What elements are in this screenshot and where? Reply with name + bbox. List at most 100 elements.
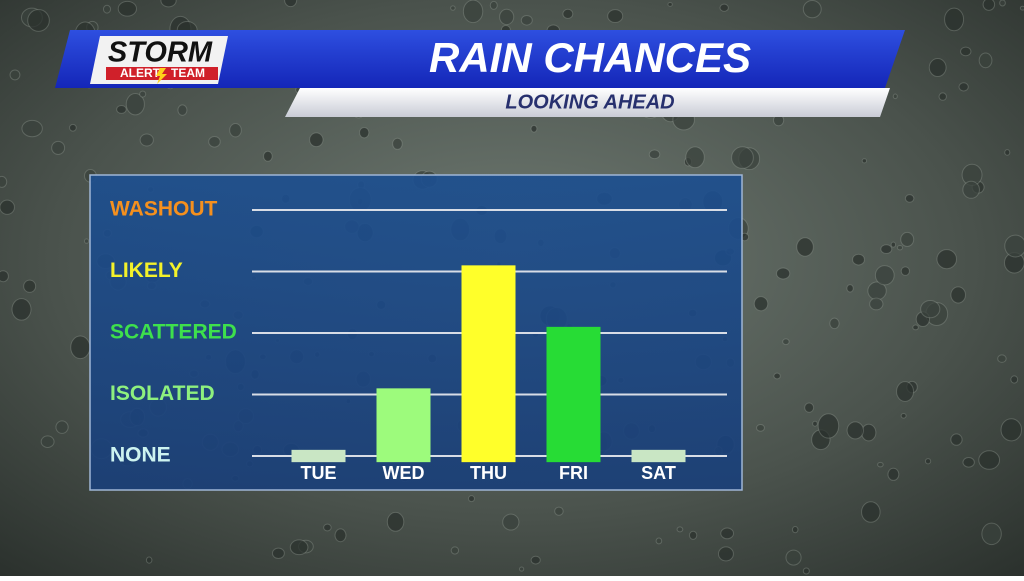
raindrop bbox=[869, 297, 884, 311]
raindrop bbox=[852, 253, 866, 266]
raindrop bbox=[796, 237, 814, 257]
raindrop bbox=[229, 122, 242, 138]
raindrop bbox=[309, 132, 324, 148]
raindrop bbox=[21, 119, 43, 138]
raindrop bbox=[125, 93, 145, 116]
raindrop bbox=[284, 0, 298, 8]
raindrop bbox=[717, 546, 734, 562]
raindrop bbox=[896, 381, 915, 402]
raindrop bbox=[51, 140, 66, 155]
raindrop bbox=[877, 461, 884, 468]
raindrop bbox=[950, 286, 966, 304]
x-tick-label: TUE bbox=[301, 463, 337, 483]
logo-right: TEAM bbox=[171, 66, 205, 80]
raindrop bbox=[655, 537, 663, 545]
title-banner bbox=[55, 30, 905, 88]
raindrop bbox=[753, 296, 769, 312]
raindrop bbox=[145, 556, 153, 564]
y-tick-label: WASHOUT bbox=[110, 198, 218, 221]
raindrop bbox=[817, 413, 840, 439]
raindrop bbox=[70, 335, 91, 360]
raindrop bbox=[978, 450, 1001, 470]
raindrop bbox=[562, 8, 574, 20]
raindrop bbox=[785, 549, 802, 566]
y-tick-label: ISOLATED bbox=[110, 382, 215, 405]
raindrop bbox=[720, 527, 735, 540]
bar bbox=[291, 449, 346, 463]
raindrop bbox=[1004, 234, 1024, 258]
raindrop bbox=[9, 69, 21, 81]
raindrop bbox=[900, 412, 907, 419]
logo-bolt bbox=[156, 68, 167, 84]
raindrop bbox=[117, 0, 137, 17]
raindrop bbox=[667, 2, 673, 7]
raindrop bbox=[773, 372, 781, 380]
raindrop bbox=[462, 0, 484, 24]
raindrop bbox=[518, 566, 525, 572]
raindrop bbox=[392, 137, 403, 150]
raindrop bbox=[791, 526, 799, 534]
raindrop bbox=[1004, 149, 1011, 156]
subtitle-strip bbox=[285, 88, 890, 117]
raindrop bbox=[880, 244, 893, 255]
raindrop bbox=[890, 241, 897, 248]
raindrop bbox=[116, 104, 127, 114]
raindrop bbox=[782, 338, 790, 346]
raindrop bbox=[999, 0, 1006, 7]
raindrop bbox=[520, 14, 533, 26]
raindrop bbox=[962, 457, 975, 468]
raindrop bbox=[289, 539, 309, 556]
raindrop bbox=[776, 267, 791, 280]
raindrop bbox=[177, 104, 188, 116]
raindrop bbox=[892, 93, 898, 100]
raindrop bbox=[1019, 5, 1024, 11]
raindrop bbox=[978, 52, 993, 69]
raindrop bbox=[499, 8, 515, 26]
raindrop bbox=[944, 7, 965, 32]
x-tick-label: WED bbox=[383, 463, 425, 483]
raindrop bbox=[607, 9, 624, 23]
raindrop bbox=[386, 511, 405, 532]
raindrop bbox=[887, 467, 900, 481]
raindrop bbox=[804, 402, 815, 413]
raindrop bbox=[962, 180, 980, 199]
raindrop bbox=[802, 0, 822, 19]
chart-title: RAIN CHANCES bbox=[429, 34, 751, 81]
raindrop bbox=[102, 4, 112, 14]
raindrop bbox=[554, 506, 564, 516]
raindrop bbox=[160, 0, 177, 8]
y-tick-label: NONE bbox=[110, 444, 171, 467]
raindrop bbox=[846, 284, 854, 293]
raindrop bbox=[1000, 418, 1023, 442]
raindrop bbox=[719, 3, 729, 12]
raindrop bbox=[861, 158, 868, 164]
bar bbox=[461, 265, 516, 463]
raindrop bbox=[27, 9, 50, 32]
raindrop bbox=[756, 423, 765, 432]
y-tick-label: LIKELY bbox=[110, 259, 183, 282]
raindrop bbox=[924, 458, 932, 465]
raindrop bbox=[938, 92, 947, 101]
raindrop bbox=[334, 528, 347, 543]
bar bbox=[546, 326, 601, 463]
raindrop bbox=[960, 46, 972, 57]
raindrop bbox=[731, 146, 754, 169]
raindrop bbox=[861, 423, 877, 442]
raindrop bbox=[489, 0, 498, 10]
raindrop bbox=[450, 5, 456, 11]
raindrop bbox=[0, 175, 8, 188]
raindrop bbox=[530, 555, 541, 565]
raindrop bbox=[950, 433, 963, 446]
raindrop bbox=[502, 513, 520, 531]
raindrop bbox=[846, 421, 864, 440]
raindrop bbox=[648, 149, 661, 160]
y-tick-label: SCATTERED bbox=[110, 321, 237, 344]
x-tick-label: FRI bbox=[559, 463, 588, 483]
raindrop bbox=[900, 266, 910, 276]
raindrop bbox=[685, 146, 705, 169]
raindrop bbox=[69, 123, 77, 132]
bar bbox=[376, 388, 431, 463]
x-tick-label: SAT bbox=[641, 463, 676, 483]
